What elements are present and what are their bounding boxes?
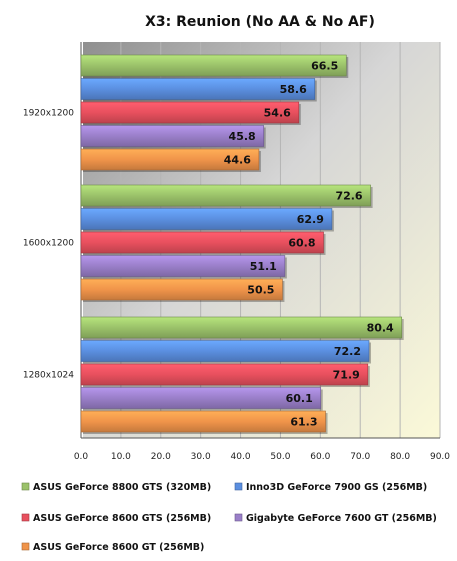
bar [80,410,326,433]
data-label: 71.9 [333,369,360,382]
bar [80,101,300,124]
data-label: 60.1 [286,392,313,405]
data-label: 44.6 [224,154,251,167]
data-label: 72.2 [334,345,361,358]
legend-label: ASUS GeForce 8800 GTS (320MB) [33,482,211,493]
x-tick-label: 50.0 [270,452,290,462]
data-label: 80.4 [367,322,394,335]
category-labels: 1920x1200 1600x1200 1280x1024 [23,109,74,381]
legend: ASUS GeForce 8800 GTS (320MB) Inno3D GeFo… [21,482,437,553]
legend-swatch [21,482,30,491]
data-label: 66.5 [311,60,338,73]
x-tick-label: 20.0 [151,452,171,462]
bar [80,278,283,301]
x-tick-label: 80.0 [390,452,410,462]
legend-swatch [234,513,243,522]
data-label: 54.6 [264,107,291,120]
bars [80,54,404,434]
data-label: 58.6 [280,83,307,96]
category-label: 1920x1200 [23,109,74,119]
bar [80,340,370,362]
category-label: 1280x1024 [23,371,74,381]
legend-swatch [234,482,243,491]
legend-swatch [21,542,30,551]
legend-label: Inno3D GeForce 7900 GS (256MB) [246,482,427,493]
category-label: 1600x1200 [23,239,74,249]
x-tick-label: 70.0 [350,452,370,462]
data-label: 45.8 [229,130,256,143]
bar [80,184,371,207]
legend-label: Gigabyte GeForce 7600 GT (256MB) [246,513,437,524]
bar [80,363,369,386]
data-label: 60.8 [288,237,315,250]
x-tick-label: 60.0 [310,452,330,462]
bar [80,387,322,409]
data-label: 62.9 [297,213,324,226]
x-tick-label: 40.0 [231,452,251,462]
x-tick-label: 0.0 [74,452,89,462]
bar [80,54,347,77]
bar [80,316,403,339]
value-labels: 66.5 58.6 54.6 45.8 44.6 72.6 62.9 60.8 51.1 50.5… [224,60,394,429]
legend-swatch [21,513,30,522]
data-label: 61.3 [290,416,317,429]
x-tick-label: 30.0 [191,452,211,462]
data-label: 72.6 [335,190,362,203]
data-label: 50.5 [247,284,274,297]
data-label: 51.1 [250,260,277,273]
x-tick-labels: 0.0 10.0 20.0 30.0 40.0 50.0 60.0 70.0 80.0 90.0 [74,452,450,462]
bar [80,148,260,171]
bar [80,231,324,254]
x-tick-label: 90.0 [430,452,450,462]
bar [80,125,264,147]
legend-label: ASUS GeForce 8600 GTS (256MB) [33,513,211,524]
bar [80,255,286,277]
x-tick-label: 10.0 [111,452,131,462]
chart-title: X3: Reunion (No AA & No AF) [145,14,375,30]
bar [80,208,333,230]
bar [80,78,316,100]
legend-label: ASUS GeForce 8600 GT (256MB) [33,542,204,553]
